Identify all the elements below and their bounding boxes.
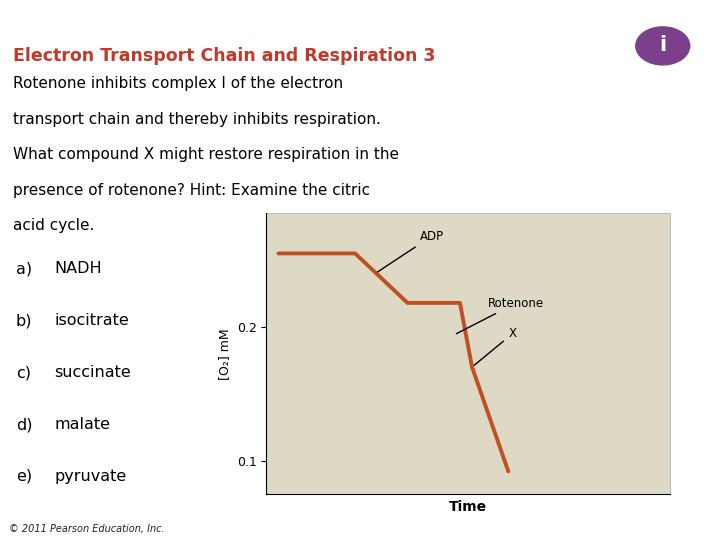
Text: Electron Transport Chain and Respiration 3: Electron Transport Chain and Respiration… [13,46,436,65]
Text: i: i [660,35,666,55]
Text: b): b) [16,313,32,328]
Y-axis label: [O₂] mM: [O₂] mM [218,328,231,380]
X-axis label: Time: Time [449,500,487,514]
Circle shape [636,27,690,65]
Text: c): c) [16,365,31,380]
Text: ADP: ADP [377,230,444,272]
Text: a): a) [16,261,32,276]
Text: What compound X might restore respiration in the: What compound X might restore respiratio… [13,147,399,163]
Text: e): e) [16,469,32,484]
Text: d): d) [16,417,32,432]
Text: NADH: NADH [54,261,102,276]
Text: acid cycle.: acid cycle. [13,219,94,233]
Text: Rotenone inhibits complex I of the electron: Rotenone inhibits complex I of the elect… [13,76,343,91]
Text: Rotenone: Rotenone [456,296,544,334]
Text: malate: malate [54,417,110,432]
Text: © 2011 Pearson Education, Inc.: © 2011 Pearson Education, Inc. [9,524,164,534]
Text: X: X [474,327,516,365]
Text: isocitrate: isocitrate [54,313,129,328]
Text: presence of rotenone? Hint: Examine the citric: presence of rotenone? Hint: Examine the … [13,183,370,198]
Text: pyruvate: pyruvate [54,469,126,484]
Text: succinate: succinate [54,365,131,380]
Text: transport chain and thereby inhibits respiration.: transport chain and thereby inhibits res… [13,112,381,127]
